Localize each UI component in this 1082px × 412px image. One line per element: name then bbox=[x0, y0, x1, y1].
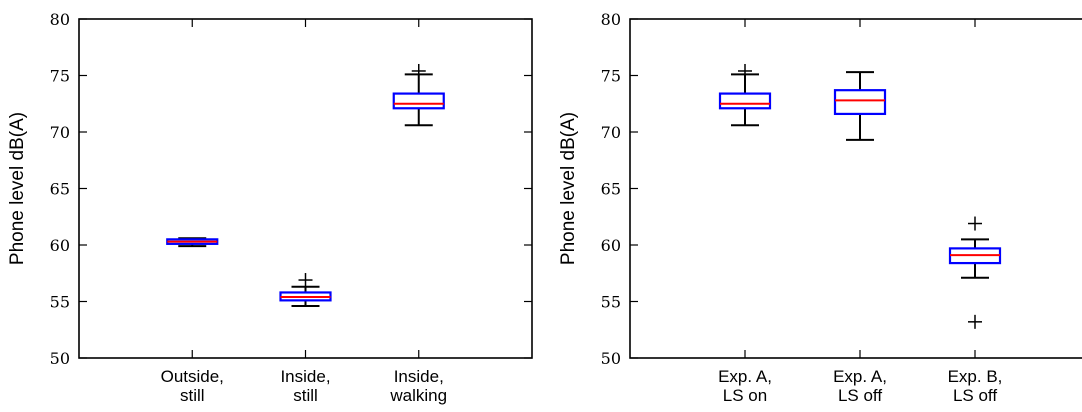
x-category-label: LS off bbox=[953, 386, 997, 405]
y-tick-label: 70 bbox=[50, 123, 70, 142]
x-category-label: walking bbox=[389, 386, 447, 405]
y-tick-label: 75 bbox=[50, 67, 70, 86]
y-tick-label: 55 bbox=[601, 293, 621, 312]
x-category-label: Inside, bbox=[394, 367, 444, 386]
iqr-box bbox=[392, 92, 445, 110]
iqr-box bbox=[718, 92, 772, 110]
y-tick-label: 80 bbox=[50, 10, 70, 29]
x-category-label: Inside, bbox=[280, 367, 330, 386]
x-category-label: Exp. B, bbox=[948, 367, 1003, 386]
x-category-label: Outside, bbox=[161, 367, 224, 386]
y-axis-label: Phone level dB(A) bbox=[558, 112, 579, 265]
y-tick-label: 60 bbox=[50, 236, 70, 255]
y-tick-label: 60 bbox=[601, 236, 621, 255]
x-category-label: Exp. A, bbox=[718, 367, 772, 386]
plot-frame bbox=[78, 18, 533, 359]
x-category-label: still bbox=[293, 386, 318, 405]
y-tick-label: 55 bbox=[50, 293, 70, 312]
y-tick-label: 70 bbox=[601, 123, 621, 142]
y-tick-label: 80 bbox=[601, 10, 621, 29]
x-category-label: Exp. A, bbox=[833, 367, 887, 386]
y-tick-label: 65 bbox=[601, 180, 621, 199]
x-category-label: LS off bbox=[838, 386, 882, 405]
plot-frame bbox=[629, 18, 1082, 359]
x-category-label: LS on bbox=[723, 386, 767, 405]
iqr-box bbox=[833, 89, 887, 116]
x-category-label: still bbox=[180, 386, 205, 405]
y-tick-label: 50 bbox=[50, 349, 70, 368]
y-tick-label: 50 bbox=[601, 349, 621, 368]
y-axis-label: Phone level dB(A) bbox=[7, 112, 28, 265]
y-tick-label: 75 bbox=[601, 67, 621, 86]
y-tick-label: 65 bbox=[50, 180, 70, 199]
